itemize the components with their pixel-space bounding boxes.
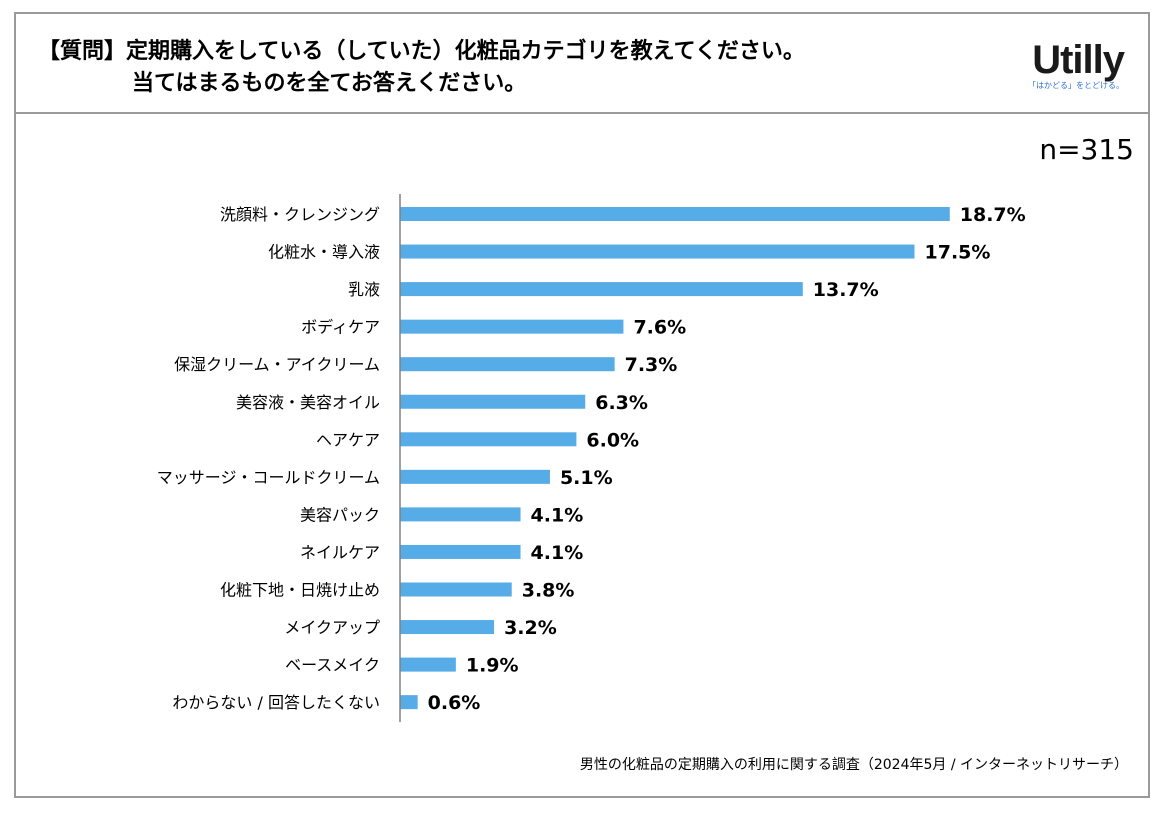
category-label: 化粧下地・日焼け止め: [220, 581, 380, 600]
bar: [400, 657, 456, 672]
value-label: 3.8%: [522, 580, 575, 602]
title-line-2: 当てはまるものを全てお答えください。: [132, 71, 527, 96]
bar: [400, 582, 512, 597]
category-label: わからない / 回答したくない: [172, 693, 380, 712]
category-label: 保湿クリーム・アイクリーム: [174, 355, 380, 374]
sample-size: n=315: [1039, 133, 1134, 166]
bar: [400, 207, 950, 221]
bar: [400, 432, 577, 447]
value-label: 5.1%: [560, 467, 613, 489]
bar: [400, 244, 915, 259]
source-footnote: 男性の化粧品の定期購入の利用に関する調査（2024年5月 / インターネットリサ…: [579, 757, 1128, 773]
logo-wordmark: Utilly: [1032, 38, 1125, 82]
value-label: 13.7%: [813, 279, 879, 301]
value-label: 7.6%: [633, 317, 686, 339]
logo-tagline: 「はかどる」をとどける。: [1028, 81, 1124, 90]
bar: [400, 394, 586, 409]
value-label: 6.3%: [595, 392, 648, 414]
value-label: 18.7%: [960, 204, 1026, 226]
value-label: 3.2%: [504, 617, 557, 639]
bar: [400, 469, 550, 484]
category-label: 美容液・美容オイル: [236, 393, 380, 412]
category-label: ネイルケア: [300, 543, 380, 562]
value-label: 17.5%: [925, 242, 991, 264]
category-label: 化粧水・導入液: [268, 243, 380, 262]
value-label: 0.6%: [428, 692, 481, 714]
value-label: 7.3%: [625, 354, 678, 376]
value-label: 4.1%: [531, 504, 584, 526]
bar: [400, 620, 495, 635]
category-label: ボディケア: [301, 318, 380, 337]
header: 【質問】定期購入をしている（していた）化粧品カテゴリを教えてください。 当てはま…: [16, 14, 1148, 114]
title-line-1: 【質問】定期購入をしている（していた）化粧品カテゴリを教えてください。: [38, 39, 805, 64]
category-label: メイクアップ: [284, 618, 380, 637]
value-label: 1.9%: [466, 655, 519, 677]
category-label: 美容パック: [300, 505, 380, 524]
bar: [400, 282, 803, 297]
chart-frame: 【質問】定期購入をしている（していた）化粧品カテゴリを教えてください。 当てはま…: [14, 12, 1150, 798]
bar: [400, 357, 615, 372]
bar: [400, 319, 624, 334]
bar: [400, 507, 521, 522]
utilly-logo: Utilly 「はかどる」をとどける。: [1028, 38, 1125, 91]
value-label: 4.1%: [531, 542, 584, 564]
category-label: 乳液: [348, 280, 380, 299]
category-label: ヘアケア: [316, 430, 380, 449]
category-label: ベースメイク: [285, 656, 380, 675]
category-label: 洗顔料・クレンジング: [220, 205, 380, 224]
bar: [400, 544, 521, 559]
category-label: マッサージ・コールドクリーム: [157, 468, 380, 487]
question-title: 【質問】定期購入をしている（していた）化粧品カテゴリを教えてください。 当てはま…: [38, 36, 805, 100]
bar: [400, 695, 418, 710]
value-label: 6.0%: [586, 429, 639, 451]
